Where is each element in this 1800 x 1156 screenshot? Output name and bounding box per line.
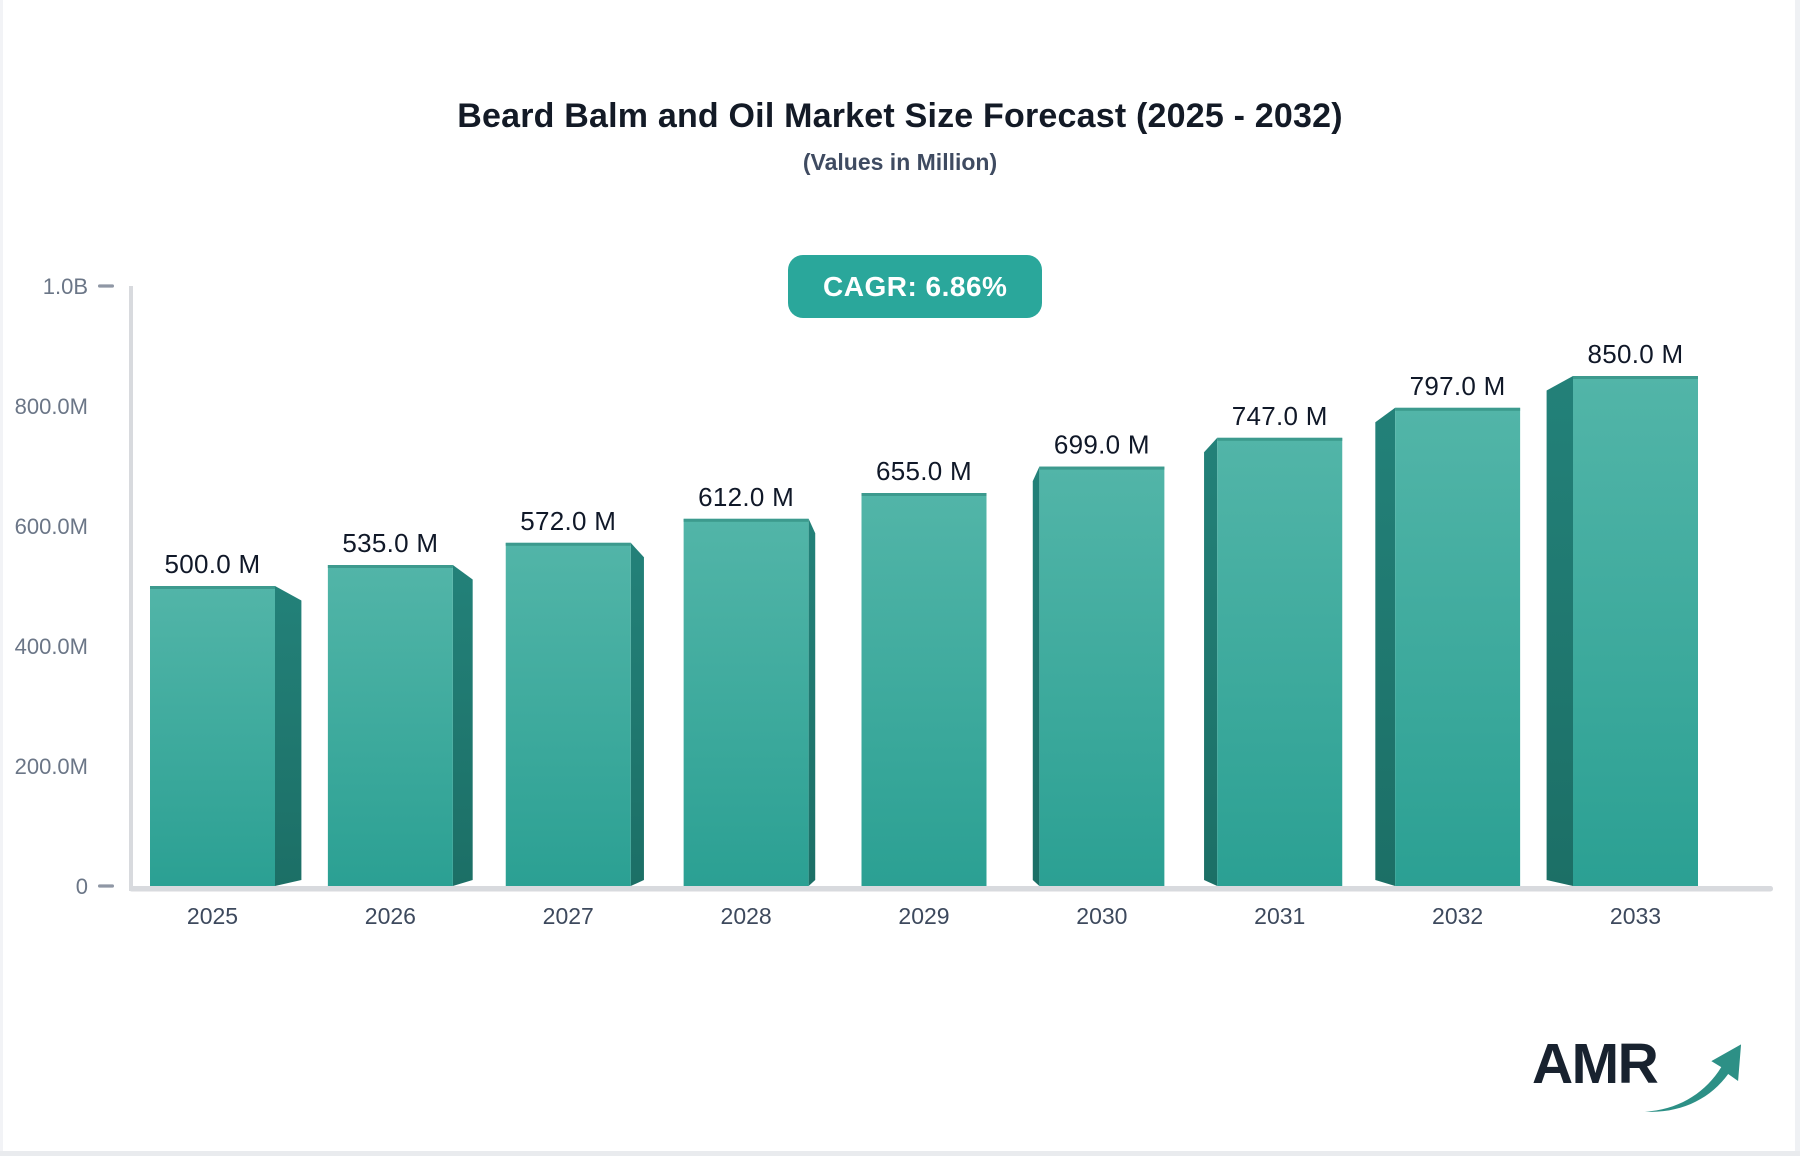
x-axis-label: 2025: [187, 903, 238, 929]
bar-top-edge: [861, 493, 987, 496]
bar-value-label: 699.0 M: [1054, 430, 1150, 460]
chart-title: Beard Balm and Oil Market Size Forecast …: [457, 97, 1343, 135]
bar-top-edge: [150, 586, 275, 589]
bar-value-label: 535.0 M: [342, 528, 438, 558]
bar-column[interactable]: [1217, 437, 1343, 886]
bar-value-label: 655.0 M: [876, 456, 972, 486]
y-axis-tick-mark: [98, 284, 114, 288]
y-axis-tick-label: 1.0B: [43, 274, 88, 299]
cagr-badge: CAGR: 6.86%: [788, 255, 1043, 318]
bar-top-edge: [1395, 407, 1521, 411]
bar-group-2028: 612.0 M 2028: [683, 482, 816, 929]
cagr-badge-label: CAGR: 6.86%: [823, 270, 1008, 302]
bar-value-label: 612.0 M: [698, 482, 794, 512]
bar-top-edge: [327, 565, 453, 568]
amr-logo-text: AMR: [1532, 1032, 1659, 1096]
bar-side-face: [1375, 407, 1396, 886]
bar-value-label: 797.0 M: [1410, 371, 1506, 401]
bar-top-edge: [505, 542, 631, 546]
x-axis-label: 2027: [543, 903, 594, 929]
amr-logo: AMR: [1532, 1036, 1747, 1118]
page-edge-bottom: [0, 1151, 1800, 1156]
bar-group-2030: 699.0 M 2030: [1032, 430, 1165, 929]
growth-arrow-icon: [1645, 1044, 1742, 1112]
bar-group-2033: 850.0 M 2033: [1546, 339, 1698, 929]
bar-group-2032: 797.0 M 2032: [1375, 371, 1521, 929]
bar-column[interactable]: [327, 565, 453, 886]
y-axis-tick-label: 800.0M: [15, 394, 88, 419]
x-axis-label: 2028: [721, 903, 772, 929]
bar-top-edge: [1573, 376, 1698, 379]
x-axis-label: 2030: [1076, 903, 1127, 929]
x-axis-label: 2033: [1610, 903, 1661, 929]
bar-group-2031: 747.0 M 2031: [1204, 401, 1343, 929]
bar-group-2027: 572.0 M 2027: [505, 506, 644, 929]
bar-column[interactable]: [683, 518, 809, 886]
bar-side-face: [275, 586, 302, 886]
x-axis-label: 2032: [1432, 903, 1483, 929]
bar-column[interactable]: [861, 493, 987, 886]
y-axis-tick-label: 200.0M: [15, 754, 88, 779]
bar-group-2026: 535.0 M 2026: [327, 528, 473, 929]
x-axis-label: 2031: [1254, 903, 1305, 929]
y-axis-line: [129, 286, 133, 891]
bar-top-edge: [1039, 466, 1165, 470]
bar-side-face: [1032, 466, 1040, 886]
bar-side-face: [808, 518, 816, 886]
bar-side-face: [1204, 437, 1218, 886]
bar-top-edge: [1217, 437, 1343, 441]
x-axis-label: 2029: [898, 903, 949, 929]
x-axis-line: [129, 886, 1773, 892]
bar-group-2025: 500.0 M 2025: [150, 549, 302, 929]
page-edge-left: [0, 0, 3, 1156]
bar-column[interactable]: [150, 586, 275, 886]
bar-value-label: 572.0 M: [520, 506, 616, 536]
bar-value-label: 850.0 M: [1587, 339, 1683, 369]
y-axis-tick-mark: [98, 884, 114, 888]
bar-column[interactable]: [1395, 407, 1521, 886]
bar-side-face: [630, 542, 644, 886]
y-axis-tick-label: 400.0M: [15, 634, 88, 659]
y-axis-tick-label: 0: [76, 874, 88, 899]
chart-subtitle: (Values in Million): [802, 149, 998, 175]
bar-group-2029: 655.0 M 2029: [861, 456, 987, 929]
x-axis-label: 2026: [365, 903, 416, 929]
bar-column[interactable]: [1573, 376, 1698, 886]
bar-side-face: [1546, 376, 1573, 886]
y-axis-tick-label: 600.0M: [15, 514, 88, 539]
bar-column[interactable]: [1039, 466, 1165, 886]
bar-top-edge: [683, 518, 809, 522]
bar-value-label: 747.0 M: [1232, 401, 1328, 431]
bar-side-face: [452, 565, 473, 886]
bar-column[interactable]: [505, 542, 631, 886]
page-edge-right: [1795, 0, 1800, 1156]
bar-value-label: 500.0 M: [164, 549, 260, 579]
